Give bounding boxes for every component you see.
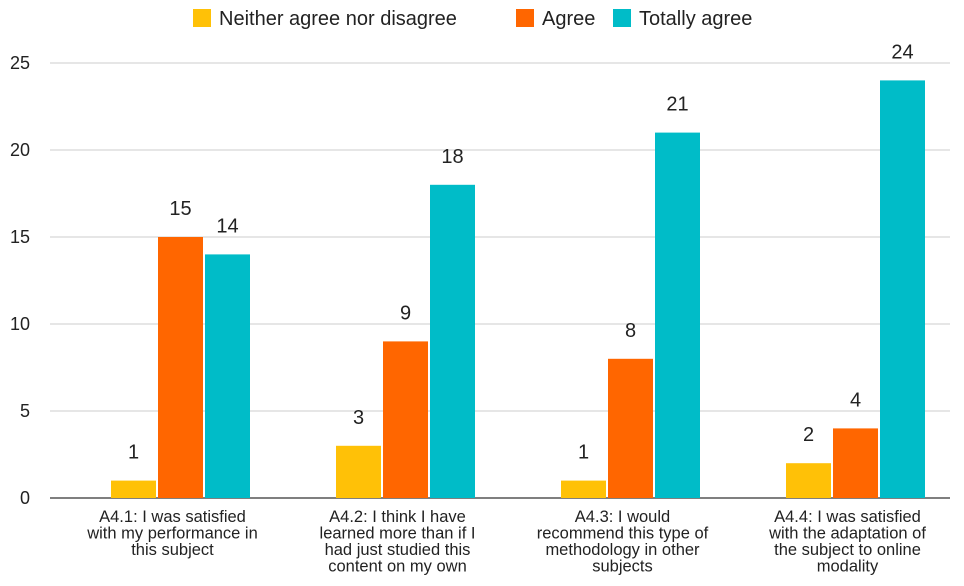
bar xyxy=(383,341,428,498)
data-label: 15 xyxy=(169,198,191,220)
x-tick-label-line: content on my own xyxy=(328,558,467,576)
x-tick-label-line: with the adaptation of xyxy=(768,525,926,543)
bar xyxy=(158,237,203,498)
bar xyxy=(655,132,700,498)
bar xyxy=(786,463,831,498)
data-label: 1 xyxy=(578,442,589,464)
legend-item: Agree xyxy=(516,8,595,30)
y-tick-label: 20 xyxy=(10,140,30,160)
x-tick-label-line: modality xyxy=(817,558,879,576)
y-tick-label: 10 xyxy=(10,314,30,334)
x-tick-label-line: A4.4: I was satisfied xyxy=(774,508,921,526)
x-tick-label-line: methodology in other xyxy=(545,541,700,559)
y-tick-label: 0 xyxy=(20,488,30,508)
data-label: 18 xyxy=(441,146,463,168)
legend-item: Totally agree xyxy=(613,8,752,30)
bar xyxy=(430,184,475,499)
x-tick-label-line: this subject xyxy=(131,541,214,559)
x-tick-label-line: A4.2: I think I have xyxy=(329,508,466,526)
data-label: 1 xyxy=(128,442,139,464)
bar xyxy=(608,358,653,498)
x-tick-label-line: A4.1: I was satisfied xyxy=(99,508,246,526)
y-tick-label: 5 xyxy=(20,401,30,421)
legend-swatch xyxy=(193,9,211,27)
bar xyxy=(336,445,381,498)
legend-swatch xyxy=(613,9,631,27)
legend-label: Agree xyxy=(542,8,595,30)
bar xyxy=(561,480,606,498)
y-axis: 0 5 10 15 20 25 xyxy=(10,53,30,508)
x-tick-label-line: the subject to online xyxy=(774,541,921,559)
x-tick-label-line: with my performance in xyxy=(86,525,258,543)
data-label: 8 xyxy=(625,320,636,342)
x-tick-label-line: subjects xyxy=(592,558,653,576)
data-label: 9 xyxy=(400,302,411,324)
data-label: 4 xyxy=(850,389,861,411)
legend-swatch xyxy=(516,9,534,27)
legend-label: Totally agree xyxy=(639,8,752,30)
x-tick-label-line: A4.3: I would xyxy=(575,508,670,526)
data-label: 14 xyxy=(216,215,238,237)
legend-label: Neither agree nor disagree xyxy=(219,8,457,30)
data-label: 24 xyxy=(891,41,913,63)
x-tick-label-line: learned more than if I xyxy=(320,525,476,543)
y-tick-label: 15 xyxy=(10,227,30,247)
bar xyxy=(205,254,250,498)
chart-legend: Neither agree nor disagree Agree Totally a… xyxy=(193,8,752,30)
y-tick-label: 25 xyxy=(10,53,30,73)
x-tick-label-line: recommend this type of xyxy=(537,525,709,543)
bar xyxy=(833,428,878,498)
data-label: 3 xyxy=(353,407,364,429)
bar xyxy=(880,80,925,499)
x-tick-label-line: had just studied this xyxy=(325,541,471,559)
data-label: 2 xyxy=(803,424,814,446)
bar xyxy=(111,480,156,498)
data-label: 21 xyxy=(666,94,688,116)
legend-item: Neither agree nor disagree xyxy=(193,8,457,30)
